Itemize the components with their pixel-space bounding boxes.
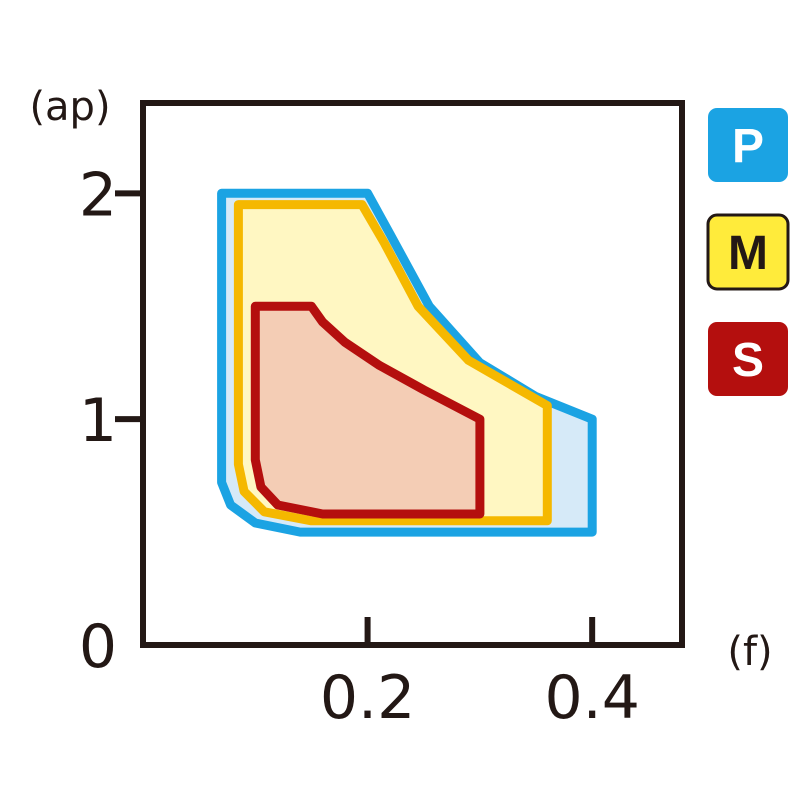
y-tick-label: 2 (79, 160, 117, 230)
x-tick-label: 0.2 (320, 663, 415, 733)
legend: P M S (706, 108, 790, 396)
x-tick-label: 0.4 (544, 663, 639, 733)
y-tick-label: 1 (79, 386, 117, 456)
y-tick-label: 0 (79, 612, 117, 682)
y-axis-label: (ap) (29, 84, 110, 130)
legend-item-p: P (708, 108, 788, 182)
regions (217, 188, 597, 537)
legend-swatch (708, 108, 788, 182)
legend-label: S (732, 334, 764, 387)
legend-item-s: S (708, 322, 788, 396)
legend-swatch (706, 213, 790, 291)
legend-label: P (732, 120, 764, 173)
axis-ticks: 0 1 2 0.2 0.4 (79, 160, 640, 733)
legend-item-m: M (706, 213, 790, 291)
region-s (250, 301, 485, 519)
legend-label: M (728, 227, 768, 280)
x-axis-label: (f) (727, 629, 772, 675)
plot-frame (140, 100, 685, 648)
legend-swatch (708, 322, 788, 396)
